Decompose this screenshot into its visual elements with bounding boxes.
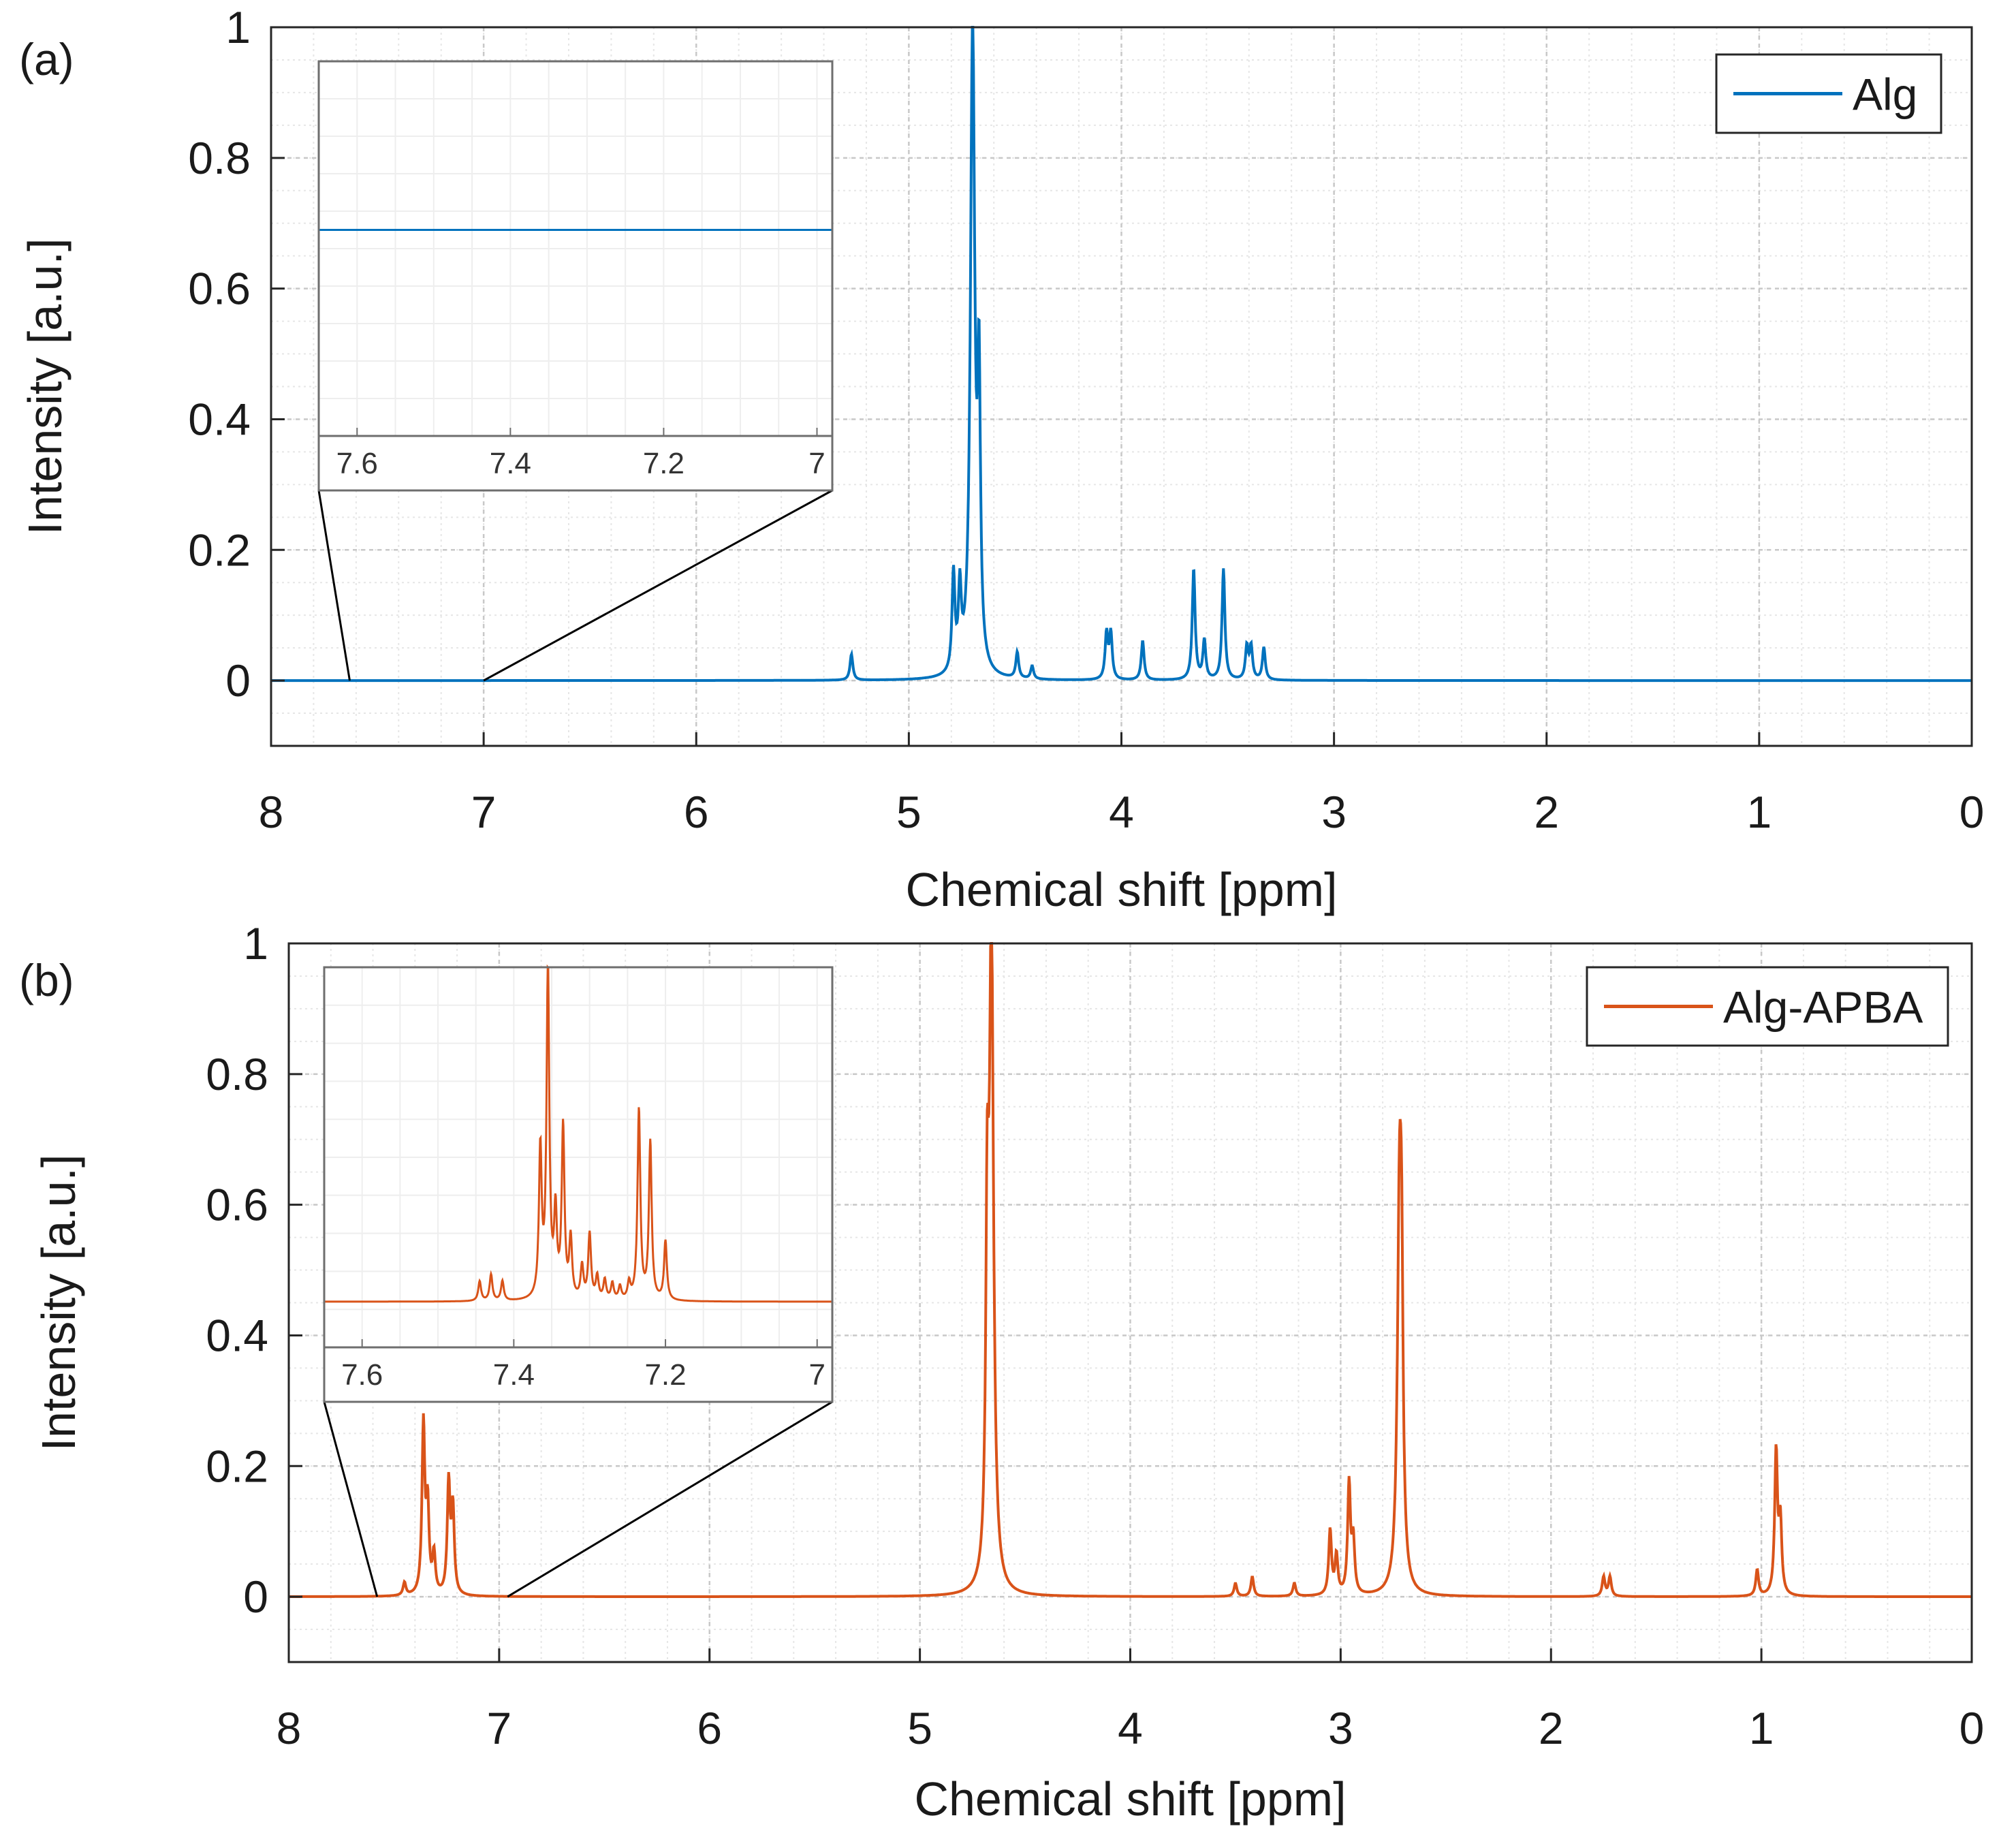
zoom-connector-left	[323, 1401, 379, 1597]
panel-b: 8 7 6 5 4 3 2 1 0 0 0.2 0.4 0.6 0.8 1 Chemical shift [p…	[19, 918, 1984, 1826]
inset-background	[319, 61, 832, 490]
y-axis-title: Intensity [a.u.]	[32, 1155, 85, 1452]
x-tick-label: 6	[697, 1703, 722, 1753]
y-tick-label: 0.2	[188, 524, 251, 575]
legend: Alg-APBA	[1586, 966, 1949, 1047]
y-tick-label: 0.6	[188, 264, 251, 314]
inset-tick-label: 7.6	[341, 1358, 383, 1392]
panel-label: (b)	[19, 955, 74, 1005]
inset-tick-label: 7	[808, 1358, 825, 1392]
x-tick-label: 4	[1109, 787, 1134, 837]
legend: Alg	[1715, 53, 1942, 134]
y-tick-label: 0.8	[206, 1049, 268, 1099]
zoom-connector-left	[317, 490, 351, 681]
zoom-inset: 7.6 7.4 7.2 7	[323, 964, 834, 1403]
x-tick-label: 5	[907, 1703, 932, 1753]
inset-tick-label: 7	[808, 447, 825, 480]
x-axis-title: Chemical shift [ppm]	[905, 863, 1337, 916]
x-tick-label: 3	[1321, 787, 1347, 837]
x-tick-label: 0	[1959, 1703, 1985, 1753]
x-tick-label: 7	[471, 787, 497, 837]
y-axis-title: Intensity [a.u.]	[18, 238, 72, 535]
x-tick-label: 2	[1534, 787, 1559, 837]
y-tick-label: 0.8	[188, 133, 251, 183]
y-tick-label: 1	[225, 2, 251, 52]
y-tick-label: 0.4	[188, 394, 251, 444]
y-tick-label: 0	[225, 655, 251, 706]
x-tick-label: 8	[277, 1703, 302, 1753]
x-tick-label: 5	[896, 787, 922, 837]
inset-frame	[317, 60, 834, 492]
inset-tick-label: 7.6	[336, 447, 378, 480]
inset-tick-label: 7.2	[644, 1358, 686, 1392]
zoom-inset: 7.6 7.4 7.2 7	[317, 60, 834, 492]
y-tick-label: 0.2	[206, 1441, 268, 1491]
series-line-b	[289, 942, 1972, 1598]
inset-tick-label: 7.4	[490, 447, 531, 480]
inset-frame	[323, 966, 834, 1403]
inset-background	[324, 967, 832, 1402]
x-tick-label: 1	[1747, 787, 1772, 837]
inset-tick-label: 7.4	[493, 1358, 535, 1392]
series-line-a	[271, 26, 1972, 683]
x-tick-label: 6	[684, 787, 709, 837]
zoom-connector-right	[483, 489, 833, 682]
zoom-connector-right	[507, 1400, 833, 1598]
panel-label: (a)	[19, 34, 74, 84]
x-tick-label: 2	[1539, 1703, 1564, 1753]
inset-tick-label: 7.2	[643, 447, 684, 480]
x-tick-label: 7	[487, 1703, 512, 1753]
y-tick-label: 0	[243, 1571, 268, 1622]
x-tick-label: 4	[1118, 1703, 1143, 1753]
legend-label: Alg	[1853, 69, 1917, 120]
inset-series-line	[324, 964, 832, 1303]
x-tick-label: 8	[259, 787, 284, 837]
x-tick-label: 3	[1328, 1703, 1353, 1753]
x-tick-label: 1	[1749, 1703, 1774, 1753]
y-tick-label: 1	[243, 918, 268, 969]
x-axis-title: Chemical shift [ppm]	[914, 1772, 1346, 1826]
x-tick-label: 0	[1959, 787, 1985, 837]
y-tick-label: 0.6	[206, 1180, 268, 1230]
y-tick-label: 0.4	[206, 1310, 268, 1360]
panel-a: 8 7 6 5 4 3 2 1 0 0 0.2 0.4 0.6 0.8 1 Chemical shift [p…	[18, 2, 1984, 916]
legend-label: Alg-APBA	[1723, 982, 1923, 1033]
